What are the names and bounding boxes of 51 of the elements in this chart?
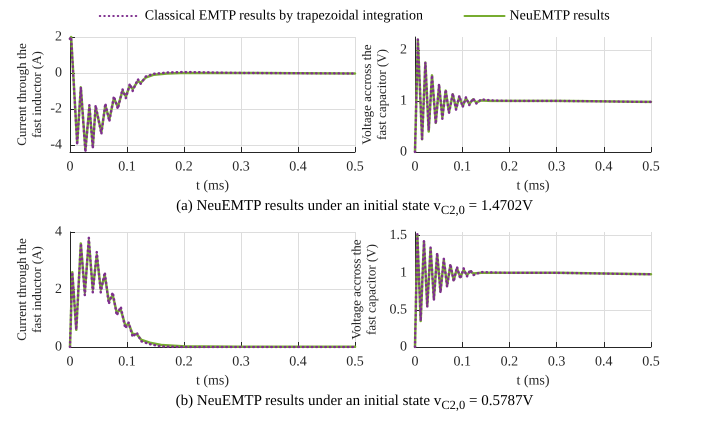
x-tick-label: 0.3 [232,160,250,174]
x-tick-label: 0 [412,160,418,174]
y-tick-label: 2 [55,282,62,297]
x-tick-label: 0.1 [453,354,471,370]
x-tick-label: 0.1 [118,354,136,370]
x-tick-label: 0 [412,354,418,370]
y-axis-title: Voltage accross the fast capacitor (V) [359,44,389,145]
y-tick-label: 1.5 [390,228,407,244]
y-tick-label: 0 [55,340,62,354]
legend-label: Classical EMTP results by trapezoidal integration [144,8,424,24]
y-tick-label: 1 [400,265,407,280]
y-tick-label: 0 [400,144,407,160]
x-tick-label: 0.4 [595,354,613,370]
x-tick-label: 0.4 [289,160,307,174]
text: (b) NeuEMTP results under an initial state v$_{C2,0}$ = 0.5787V [174,393,534,413]
x-tick-label: 0.2 [175,160,193,174]
x-tick-label: 0.5 [346,160,364,174]
x-tick-label: 0.3 [548,160,566,174]
y-tick-label: 2 [55,30,62,44]
y-tick-label: 0.5 [390,302,407,318]
y-tick-label: 4 [55,224,62,240]
x-tick-label: 0.4 [595,160,613,174]
x-tick-label: 0.5 [642,160,660,174]
y-tick-label: 2 [400,42,407,58]
x-tick-label: 0.5 [346,354,364,370]
x-tick-label: 0.2 [175,354,193,370]
x-tick-label: 0.3 [232,354,250,370]
line-series [414,38,652,154]
x-tick-label: 0.1 [118,160,136,174]
x-axis-title: t (ms) [516,178,550,194]
x-tick-label: 0.2 [500,160,518,174]
x-tick-label: 0.1 [453,160,471,174]
x-axis-title: t (ms) [196,178,230,194]
y-axis-title: Current through the fast inductor (A) [14,43,44,146]
x-tick-label: 0.2 [500,354,518,370]
x-tick-label: 0 [66,354,74,370]
legend-label: NeuEMTP results [510,8,610,24]
y-axis-title: Voltage accross the fast capacitor (V) [348,239,379,340]
y-tick-label: 1 [400,93,407,108]
y-tick-label: -2 [50,101,62,116]
text: (a) NeuEMTP results under an initial state v$_{C2,0}$ = 1.4702V [175,198,534,218]
y-tick-label: 0 [400,340,407,354]
y-tick-label: 0 [55,65,62,80]
x-tick-label: 0.5 [642,354,660,370]
x-axis-title: t (ms) [196,373,230,388]
x-tick-label: 0.3 [548,354,566,370]
x-axis-title: t (ms) [516,373,550,388]
x-tick-label: 0.4 [289,354,307,370]
y-tick-label: -4 [50,137,62,152]
x-tick-label: 0 [66,160,74,174]
y-axis-title: Current through the fast inductor (A) [14,238,44,341]
